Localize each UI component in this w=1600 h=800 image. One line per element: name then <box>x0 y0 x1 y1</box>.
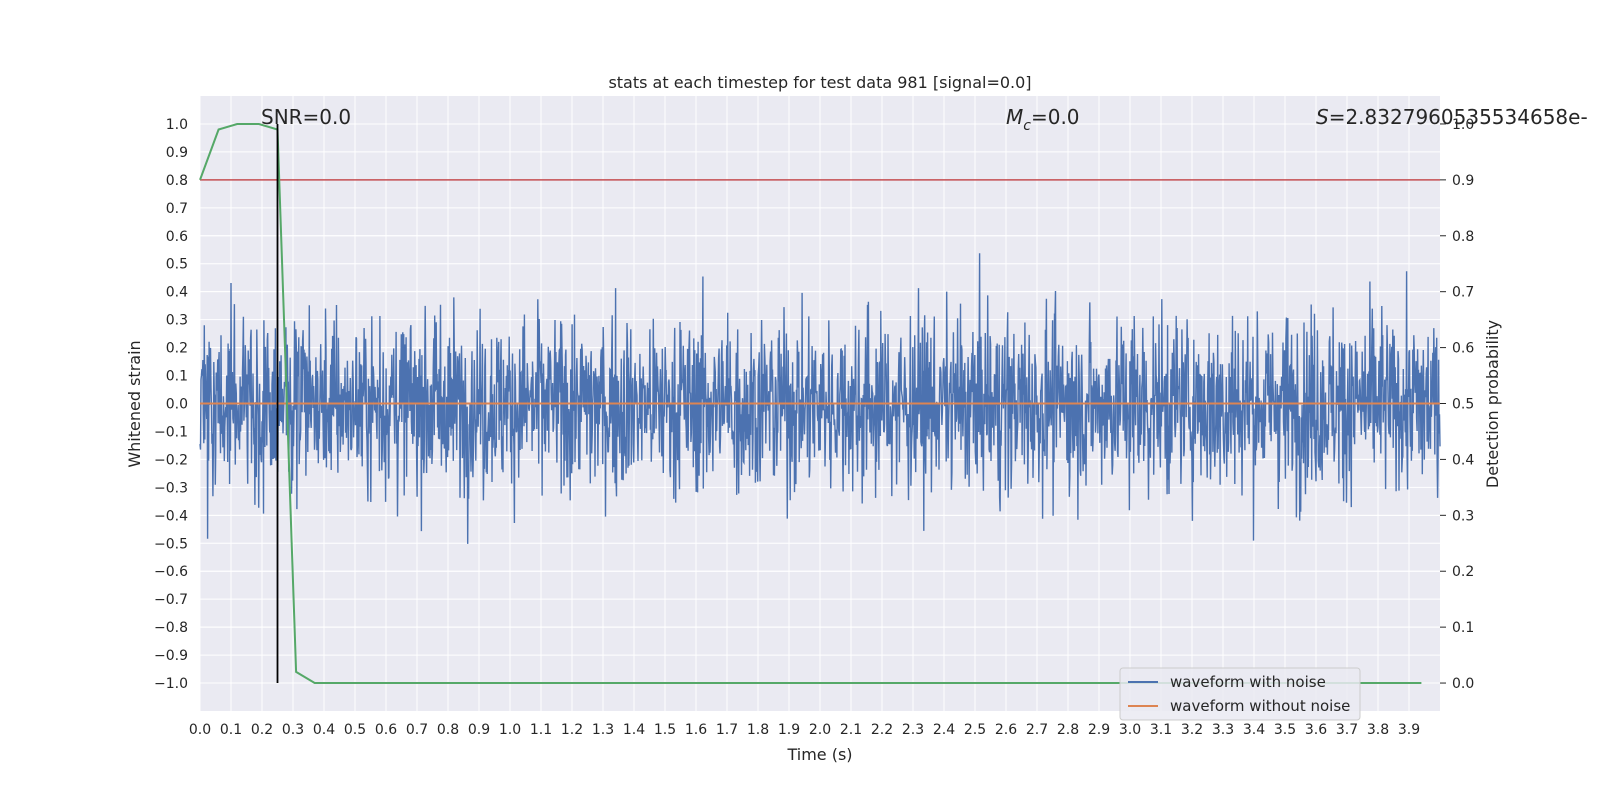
y-tick-label: −1.0 <box>154 676 188 692</box>
x-tick-label: 1.7 <box>716 722 738 738</box>
y2-tick-label: 0.8 <box>1452 229 1474 245</box>
y2-tick-label: 0.7 <box>1452 285 1474 301</box>
x-tick-label: 3.7 <box>1336 722 1358 738</box>
y2-tick-label: 0.0 <box>1452 676 1474 692</box>
y-tick-label: −0.1 <box>154 424 188 440</box>
plot-area <box>199 123 1441 684</box>
x-tick-label: 2.5 <box>964 722 986 738</box>
y2-tick-label: 0.6 <box>1452 341 1474 357</box>
y2-tick-label: 0.4 <box>1452 452 1474 468</box>
x-tick-label: 3.9 <box>1398 722 1420 738</box>
x-tick-label: 2.8 <box>1057 722 1079 738</box>
y-tick-label: −0.7 <box>154 592 188 608</box>
x-tick-label: 0.2 <box>251 722 273 738</box>
x-tick-label: 0.3 <box>282 722 304 738</box>
y-tick-label: −0.4 <box>154 508 188 524</box>
legend-box <box>1119 667 1361 721</box>
legend-label-noise: waveform with noise <box>1170 673 1326 691</box>
chart-title: stats at each timestep for test data 981… <box>608 73 1031 92</box>
y2-tick-label: 0.5 <box>1452 397 1474 413</box>
mc-symbol: M <box>1006 105 1023 129</box>
x-tick-label: 0.8 <box>437 722 459 738</box>
x-tick-label: 2.9 <box>1088 722 1110 738</box>
y-tick-label: 0.4 <box>166 285 188 301</box>
mc-subscript: c <box>1023 118 1031 134</box>
mc-annotation: Mc=0.0 <box>1006 105 1080 134</box>
y-tick-label: −0.8 <box>154 620 188 636</box>
y-tick-label: −0.9 <box>154 648 188 664</box>
y-tick-label: 0.5 <box>166 257 188 273</box>
s-annotation: S=2.8327960535534658e- <box>1316 105 1588 129</box>
mc-value: =0.0 <box>1031 105 1080 129</box>
y-tick-label: −0.6 <box>154 564 188 580</box>
legend: waveform with noise waveform without noi… <box>1119 667 1361 721</box>
y-tick-label: −0.3 <box>154 480 188 496</box>
x-tick-label: 1.0 <box>499 722 521 738</box>
y-tick-label: 0.7 <box>166 201 188 217</box>
y2-tick-label: 0.9 <box>1452 173 1474 189</box>
x-tick-label: 3.1 <box>1150 722 1172 738</box>
x-tick-label: 3.3 <box>1212 722 1234 738</box>
x-tick-label: 2.0 <box>809 722 831 738</box>
y2-tick-label: 0.2 <box>1452 564 1474 580</box>
y-tick-labels: 1.0 0.9 0.8 0.7 0.6 0.5 0.4 0.3 0.2 0.1 0.0 −0.1 −0.… <box>154 117 188 692</box>
s-symbol: S <box>1316 105 1329 129</box>
legend-label-clean: waveform without noise <box>1170 697 1350 715</box>
snr-annotation: SNR=0.0 <box>261 105 351 129</box>
x-tick-label: 2.2 <box>871 722 893 738</box>
x-tick-label: 3.2 <box>1181 722 1203 738</box>
y-tick-label: 0.1 <box>166 369 188 385</box>
x-tick-label: 0.9 <box>468 722 490 738</box>
x-tick-label: 2.1 <box>840 722 862 738</box>
x-tick-label: 0.6 <box>375 722 397 738</box>
y-tick-label: 0.3 <box>166 313 188 329</box>
y-tick-label: 0.9 <box>166 145 188 161</box>
y-tick-label: −0.5 <box>154 536 188 552</box>
y2-axis-label: Detection probability <box>1483 320 1502 488</box>
y2-tick-label: 0.1 <box>1452 620 1474 636</box>
x-tick-label: 1.1 <box>530 722 552 738</box>
x-tick-label: 1.3 <box>592 722 614 738</box>
x-tick-label: 0.5 <box>344 722 366 738</box>
x-tick-label: 3.0 <box>1119 722 1141 738</box>
x-tick-label: 1.6 <box>685 722 707 738</box>
x-tick-label: 0.4 <box>313 722 335 738</box>
y2-tick-labels: 1.0 0.9 0.8 0.7 0.6 0.5 0.4 0.3 0.2 0.1 0.0 <box>1440 117 1474 692</box>
x-tick-label: 3.5 <box>1274 722 1296 738</box>
y-tick-label: 0.8 <box>166 173 188 189</box>
series-detection-probability <box>199 123 1422 684</box>
x-tick-label: 1.5 <box>654 722 676 738</box>
x-tick-label: 2.7 <box>1026 722 1048 738</box>
series-waveform-with-noise <box>199 253 1441 544</box>
y-tick-label: 0.6 <box>166 229 188 245</box>
x-axis-label: Time (s) <box>786 745 852 764</box>
x-tick-label: 1.4 <box>623 722 645 738</box>
y-tick-label: 0.0 <box>166 397 188 413</box>
y-tick-label: 1.0 <box>166 117 188 133</box>
y2-tick-label: 0.3 <box>1452 508 1474 524</box>
x-tick-labels: 0.0 0.1 0.2 0.3 0.4 0.5 0.6 0.7 0.8 0.9 1.0 1.1 1.2 1… <box>189 722 1420 738</box>
x-tick-label: 2.3 <box>902 722 924 738</box>
x-tick-label: 1.2 <box>561 722 583 738</box>
x-tick-label: 0.7 <box>406 722 428 738</box>
y-axis-label: Whitened strain <box>125 340 144 467</box>
x-tick-label: 3.6 <box>1305 722 1327 738</box>
x-tick-label: 3.8 <box>1367 722 1389 738</box>
y2-tick-label: 1.0 <box>1452 117 1474 133</box>
x-tick-label: 1.9 <box>778 722 800 738</box>
x-tick-label: 0.1 <box>220 722 242 738</box>
s-value: =2.8327960535534658e- <box>1329 105 1588 129</box>
x-tick-label: 2.6 <box>995 722 1017 738</box>
x-tick-label: 1.8 <box>747 722 769 738</box>
x-tick-label: 2.4 <box>933 722 955 738</box>
x-tick-label: 3.4 <box>1243 722 1265 738</box>
y-tick-label: 0.2 <box>166 341 188 357</box>
x-tick-label: 0.0 <box>189 722 211 738</box>
y-tick-label: −0.2 <box>154 452 188 468</box>
